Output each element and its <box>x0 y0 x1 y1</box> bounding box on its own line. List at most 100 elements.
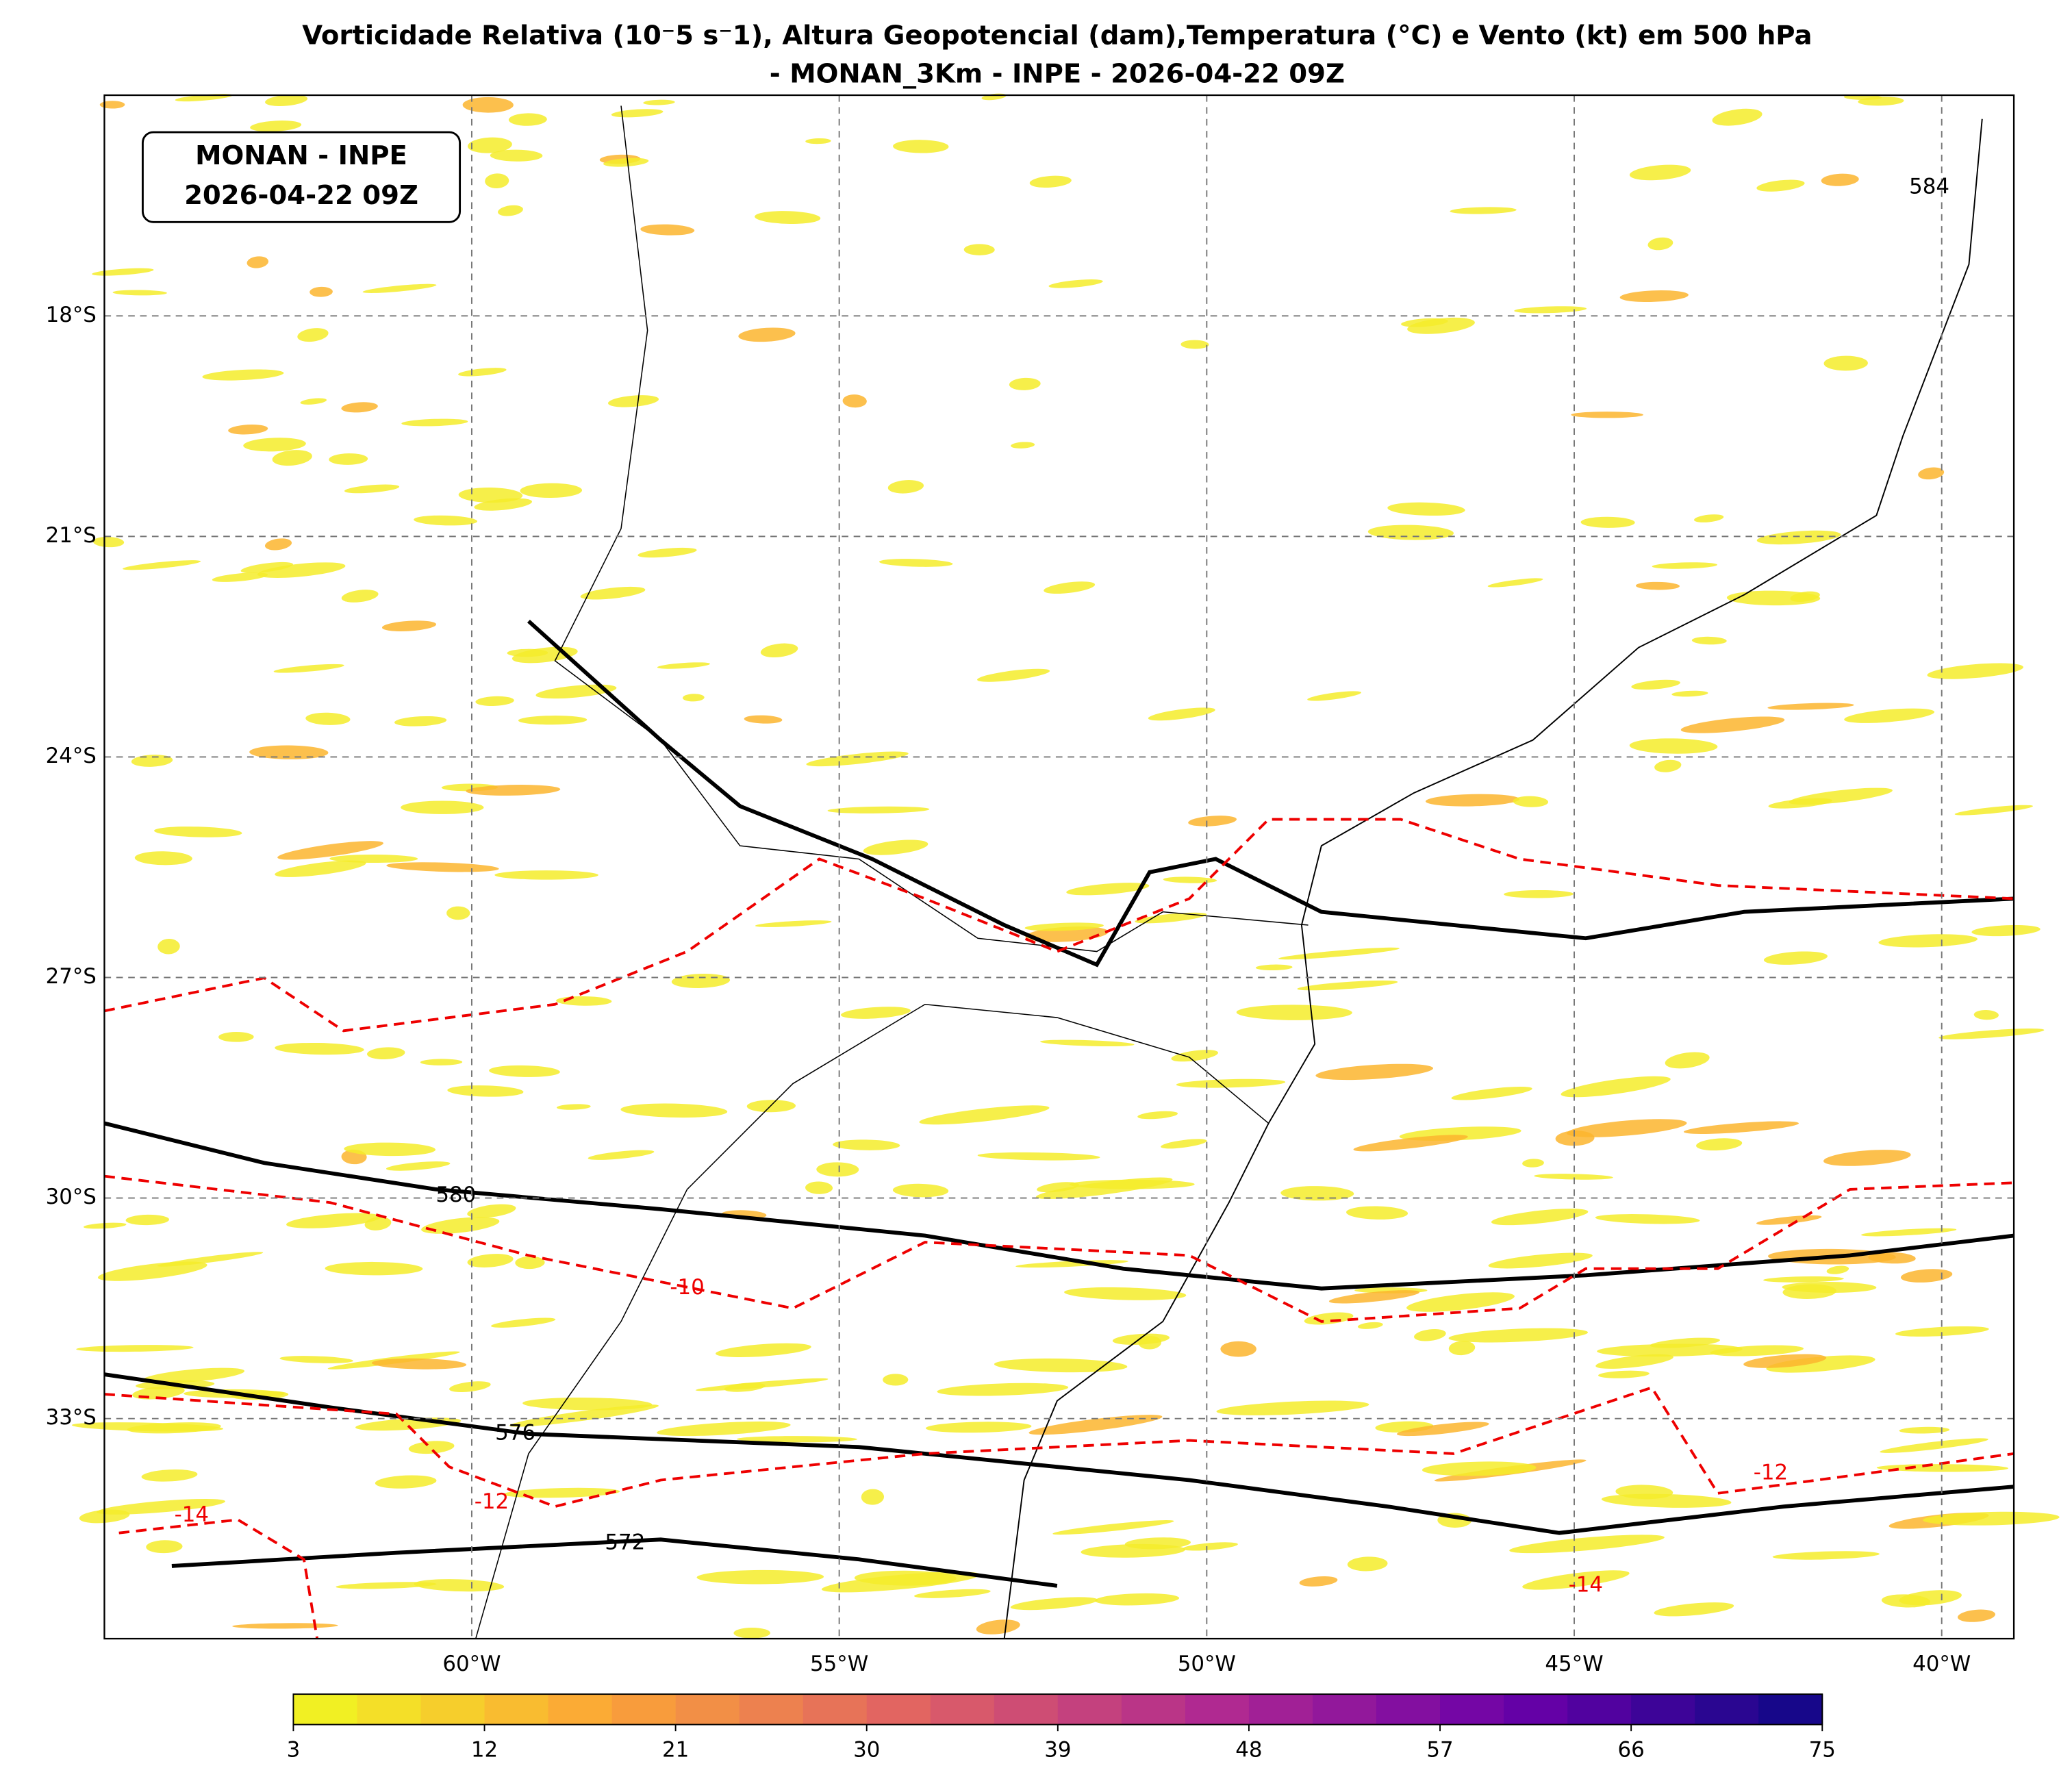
colorbar-bin <box>420 1694 485 1725</box>
shading-patch <box>1680 716 1785 733</box>
shading-patch <box>344 484 400 494</box>
colorbar-bin <box>994 1694 1059 1725</box>
shading-patch <box>1772 1551 1880 1560</box>
shading-patch <box>329 855 418 863</box>
shading-patch <box>657 662 710 669</box>
shading-patch <box>1561 1076 1671 1098</box>
shading-patch <box>386 1161 451 1171</box>
shading-patch <box>1743 1354 1827 1368</box>
shading-patch <box>1307 691 1361 701</box>
shading-patch <box>1756 179 1805 192</box>
shading-patch <box>1766 1355 1875 1373</box>
shading-patch <box>1137 1111 1178 1120</box>
colorbar-label: 21 <box>662 1738 689 1763</box>
shading-patch <box>458 368 507 377</box>
colorbar-bin <box>548 1694 613 1725</box>
border <box>554 105 1309 952</box>
shading-patch <box>1763 951 1828 965</box>
shading-patch <box>1868 1252 1916 1264</box>
shading-patch <box>580 586 646 600</box>
shading-patch <box>603 157 649 167</box>
shading-patch <box>1035 1177 1173 1199</box>
shading-patch <box>467 1204 516 1218</box>
colorbar-bin <box>1567 1694 1632 1725</box>
shading-patch <box>1650 1337 1720 1348</box>
lon-label: 40°W <box>1912 1652 1971 1676</box>
shading-patch <box>1353 1135 1468 1152</box>
shading-patch <box>394 716 447 727</box>
shading-patch <box>1081 1543 1185 1558</box>
lon-label: 45°W <box>1545 1652 1603 1676</box>
shading-patch <box>805 138 831 144</box>
shading-patch <box>1900 1269 1953 1283</box>
shading-patch <box>446 906 470 920</box>
height-contour <box>171 1537 1058 1588</box>
shading-patch <box>498 205 523 216</box>
shading-patch <box>1823 1150 1911 1166</box>
colorbar-bin <box>1695 1694 1760 1725</box>
shading-patch <box>1015 1260 1128 1268</box>
colorbar-bin <box>739 1694 804 1725</box>
shading-patch <box>588 1150 655 1160</box>
shading-patch <box>1958 1609 1995 1622</box>
shading-patch <box>1180 340 1209 349</box>
shading-patch <box>490 149 543 162</box>
shading-patch <box>1387 502 1465 516</box>
shading-patch <box>744 715 783 724</box>
shading-patch <box>1029 175 1072 188</box>
shading-patch <box>154 826 242 837</box>
shading-patch <box>963 244 995 255</box>
shading-patch <box>1052 1520 1174 1535</box>
shading-patch <box>816 1162 859 1177</box>
shading-patch <box>76 1345 194 1352</box>
stamp-line: MONAN - INPE <box>195 140 407 171</box>
shading-patch <box>489 1065 560 1077</box>
shading-patch <box>1236 1005 1352 1020</box>
shading-patch <box>1304 1312 1354 1325</box>
shading-patch <box>371 1358 467 1370</box>
shading-patch <box>806 751 909 767</box>
shading-patch <box>1406 1292 1515 1312</box>
temperature-contour <box>104 818 2014 1033</box>
shading-patch <box>1066 883 1150 896</box>
shading-patch <box>508 113 547 126</box>
shading-patch <box>1683 1121 1799 1134</box>
shading-patch <box>344 1142 436 1157</box>
height-label: 576 <box>495 1420 535 1445</box>
shading-patch <box>96 1498 225 1515</box>
shading-patch <box>401 800 484 814</box>
temperature-label: -12 <box>1754 1460 1788 1485</box>
shading-patch <box>1726 590 1821 606</box>
shading-patch <box>275 1042 364 1055</box>
shading-patch <box>265 94 308 106</box>
colorbar-bin <box>675 1694 740 1725</box>
temperature-label: -12 <box>475 1489 509 1514</box>
shading-patch <box>1899 1426 1950 1434</box>
shading-patch <box>1756 530 1841 545</box>
shading-patch <box>879 559 953 567</box>
shading-patch <box>375 1475 437 1489</box>
shading-patch <box>1182 1542 1238 1551</box>
lat-label: 30°S <box>46 1185 97 1209</box>
shading-patch <box>146 1540 183 1554</box>
shading-patch <box>275 860 366 877</box>
shading-patch <box>733 1628 770 1639</box>
shading-patch <box>1821 173 1859 186</box>
shading-patch <box>414 515 477 526</box>
shading-patch <box>305 712 351 725</box>
colorbar: 3 12 21 30 39 48 57 66 75 <box>287 1693 1836 1763</box>
colorbar-bin <box>1376 1694 1441 1725</box>
colorbar-bin <box>1504 1694 1569 1725</box>
shading-patch <box>243 438 306 452</box>
shading-patch <box>247 256 269 268</box>
shading-patch <box>682 694 705 702</box>
shading-patch <box>249 745 329 759</box>
lat-label: 21°S <box>46 523 97 548</box>
shading-patch <box>1595 1214 1700 1224</box>
shading-patch <box>1693 514 1724 522</box>
shading-patch <box>736 1436 858 1443</box>
colorbar-label: 3 <box>287 1738 301 1763</box>
height-label: 584 <box>1909 175 1949 199</box>
